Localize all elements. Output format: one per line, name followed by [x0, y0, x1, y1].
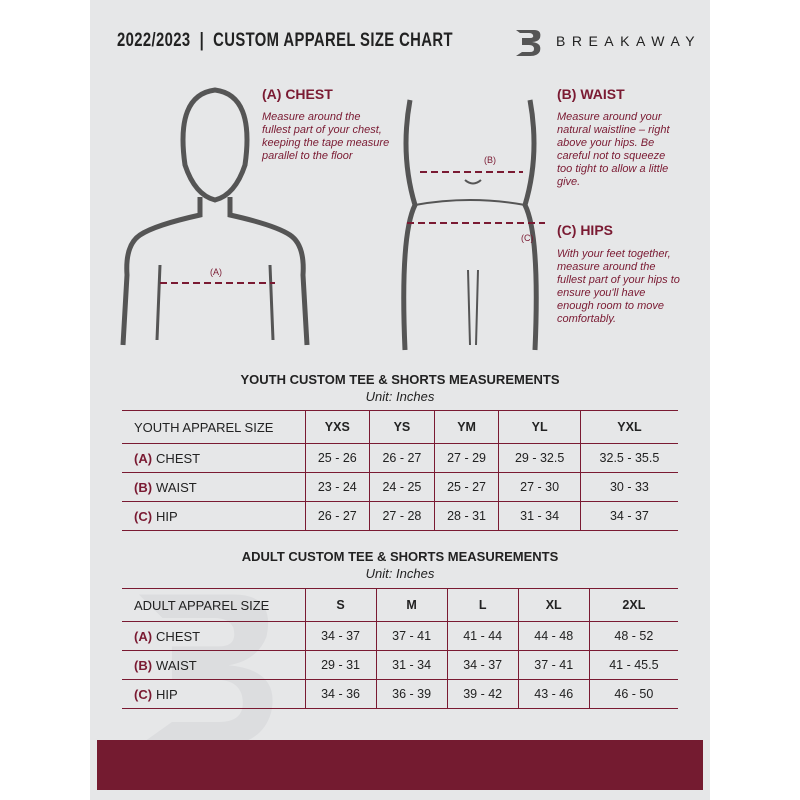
- breakaway-logo: [516, 30, 541, 56]
- table-cell: 26 - 27: [369, 443, 435, 473]
- adult-size-table: ADULT APPAREL SIZE S M L XL 2XL (A) CHEST 34 - 3…: [122, 588, 678, 709]
- measure-label: (C) HIP: [122, 679, 305, 709]
- table-cell: 27 - 30: [498, 472, 581, 502]
- table-cell: 48 - 52: [588, 621, 678, 651]
- table-cell: 41 - 45.5: [588, 650, 678, 680]
- measure-label: (A) CHEST: [122, 443, 305, 473]
- size-label: YOUTH APPAREL SIZE: [122, 410, 305, 444]
- table-cell: 23 - 24: [304, 472, 370, 502]
- table-cell: 25 - 26: [304, 443, 370, 473]
- footer-band: [97, 740, 703, 790]
- table-cell: 46 - 50: [588, 679, 678, 709]
- table-row: (C) HIP 34 - 36 36 - 39 39 - 42 43 - 46 46 - 5…: [122, 679, 678, 709]
- table-cell: 24 - 25: [369, 472, 435, 502]
- size-header: XL: [517, 588, 590, 622]
- table-cell: 36 - 39: [375, 679, 448, 709]
- table-cell: 29 - 31: [304, 650, 377, 680]
- table-row: (C) HIP 26 - 27 27 - 28 28 - 31 31 - 34 34 - 3…: [122, 501, 678, 531]
- measure-name: CHEST: [156, 628, 201, 644]
- table-cell: 34 - 36: [304, 679, 377, 709]
- size-header: YM: [433, 410, 499, 444]
- measure-label: (B) WAIST: [122, 650, 305, 680]
- measure-label: (C) HIP: [122, 501, 305, 531]
- measure-name: HIP: [156, 508, 178, 524]
- table-cell: 34 - 37: [579, 501, 678, 531]
- table-cell: 27 - 28: [369, 501, 435, 531]
- measure-label: (B) WAIST: [122, 472, 305, 502]
- table-cell: 43 - 46: [517, 679, 590, 709]
- youth-table-title: YOUTH CUSTOM TEE & SHORTS MEASUREMENTS: [240, 372, 560, 387]
- hips-marker: (C): [521, 233, 534, 243]
- brand-name: BREAKAWAY: [556, 33, 702, 49]
- size-header: 2XL: [588, 588, 678, 622]
- table-cell: 37 - 41: [517, 650, 590, 680]
- youth-size-table: YOUTH APPAREL SIZE YXS YS YM YL YXL (A) CHEST 25…: [122, 410, 678, 531]
- waist-heading: (B) WAIST: [557, 86, 625, 102]
- table-cell: 34 - 37: [304, 621, 377, 651]
- table-cell: 37 - 41: [375, 621, 448, 651]
- table-cell: 32.5 - 35.5: [579, 443, 678, 473]
- table-row: (B) WAIST 23 - 24 24 - 25 25 - 27 27 - 30 30 -…: [122, 472, 678, 502]
- table-row: (B) WAIST 29 - 31 31 - 34 34 - 37 37 - 41 41 -…: [122, 650, 678, 680]
- chest-heading: (A) CHEST: [262, 86, 333, 102]
- chest-description: Measure around the fullest part of your …: [262, 111, 390, 162]
- table-cell: 34 - 37: [446, 650, 519, 680]
- table-cell: 31 - 34: [375, 650, 448, 680]
- size-label: ADULT APPAREL SIZE: [122, 588, 305, 622]
- adult-unit: Unit: Inches: [365, 566, 435, 581]
- table-cell: 29 - 32.5: [498, 443, 581, 473]
- table-cell: 25 - 27: [433, 472, 499, 502]
- hips-description: With your feet together, measure around …: [557, 248, 680, 325]
- measure-label: (A) CHEST: [122, 621, 305, 651]
- measure-name: WAIST: [156, 657, 197, 673]
- measure-name: WAIST: [156, 479, 197, 495]
- table-cell: 26 - 27: [304, 501, 370, 531]
- youth-unit: Unit: Inches: [365, 389, 435, 404]
- size-header: M: [375, 588, 448, 622]
- table-row: (A) CHEST 25 - 26 26 - 27 27 - 29 29 - 32.5 32…: [122, 443, 678, 473]
- table-cell: 31 - 34: [498, 501, 581, 531]
- table-cell: 30 - 33: [579, 472, 678, 502]
- table-cell: 44 - 48: [517, 621, 590, 651]
- adult-table-title: ADULT CUSTOM TEE & SHORTS MEASUREMENTS: [241, 549, 559, 564]
- measure-letter: (A): [134, 450, 153, 466]
- measure-letter: (C): [134, 686, 153, 702]
- table-header-row: YOUTH APPAREL SIZE YXS YS YM YL YXL: [122, 410, 678, 444]
- measure-letter: (B): [134, 479, 153, 495]
- table-cell: 39 - 42: [446, 679, 519, 709]
- page-title: 2022/2023 | CUSTOM APPAREL SIZE CHART: [117, 30, 453, 51]
- table-cell: 41 - 44: [446, 621, 519, 651]
- upper-body-illustration: [120, 87, 310, 346]
- size-header: YL: [498, 410, 581, 444]
- measure-name: CHEST: [156, 450, 201, 466]
- size-header: YXS: [304, 410, 370, 444]
- waist-description: Measure around your natural waistline – …: [557, 111, 670, 188]
- size-header: L: [446, 588, 519, 622]
- lower-body-illustration: [401, 99, 545, 351]
- table-header-row: ADULT APPAREL SIZE S M L XL 2XL: [122, 588, 678, 622]
- hips-heading: (C) HIPS: [557, 222, 613, 238]
- measure-letter: (B): [134, 657, 153, 673]
- measure-name: HIP: [156, 686, 178, 702]
- chest-marker: (A): [210, 267, 222, 277]
- size-header: YXL: [579, 410, 678, 444]
- measure-letter: (A): [134, 628, 153, 644]
- size-header: YS: [369, 410, 435, 444]
- measure-letter: (C): [134, 508, 153, 524]
- size-header: S: [304, 588, 377, 622]
- table-row: (A) CHEST 34 - 37 37 - 41 41 - 44 44 - 48 48 -…: [122, 621, 678, 651]
- table-cell: 27 - 29: [433, 443, 499, 473]
- table-cell: 28 - 31: [433, 501, 499, 531]
- waist-marker: (B): [484, 155, 496, 165]
